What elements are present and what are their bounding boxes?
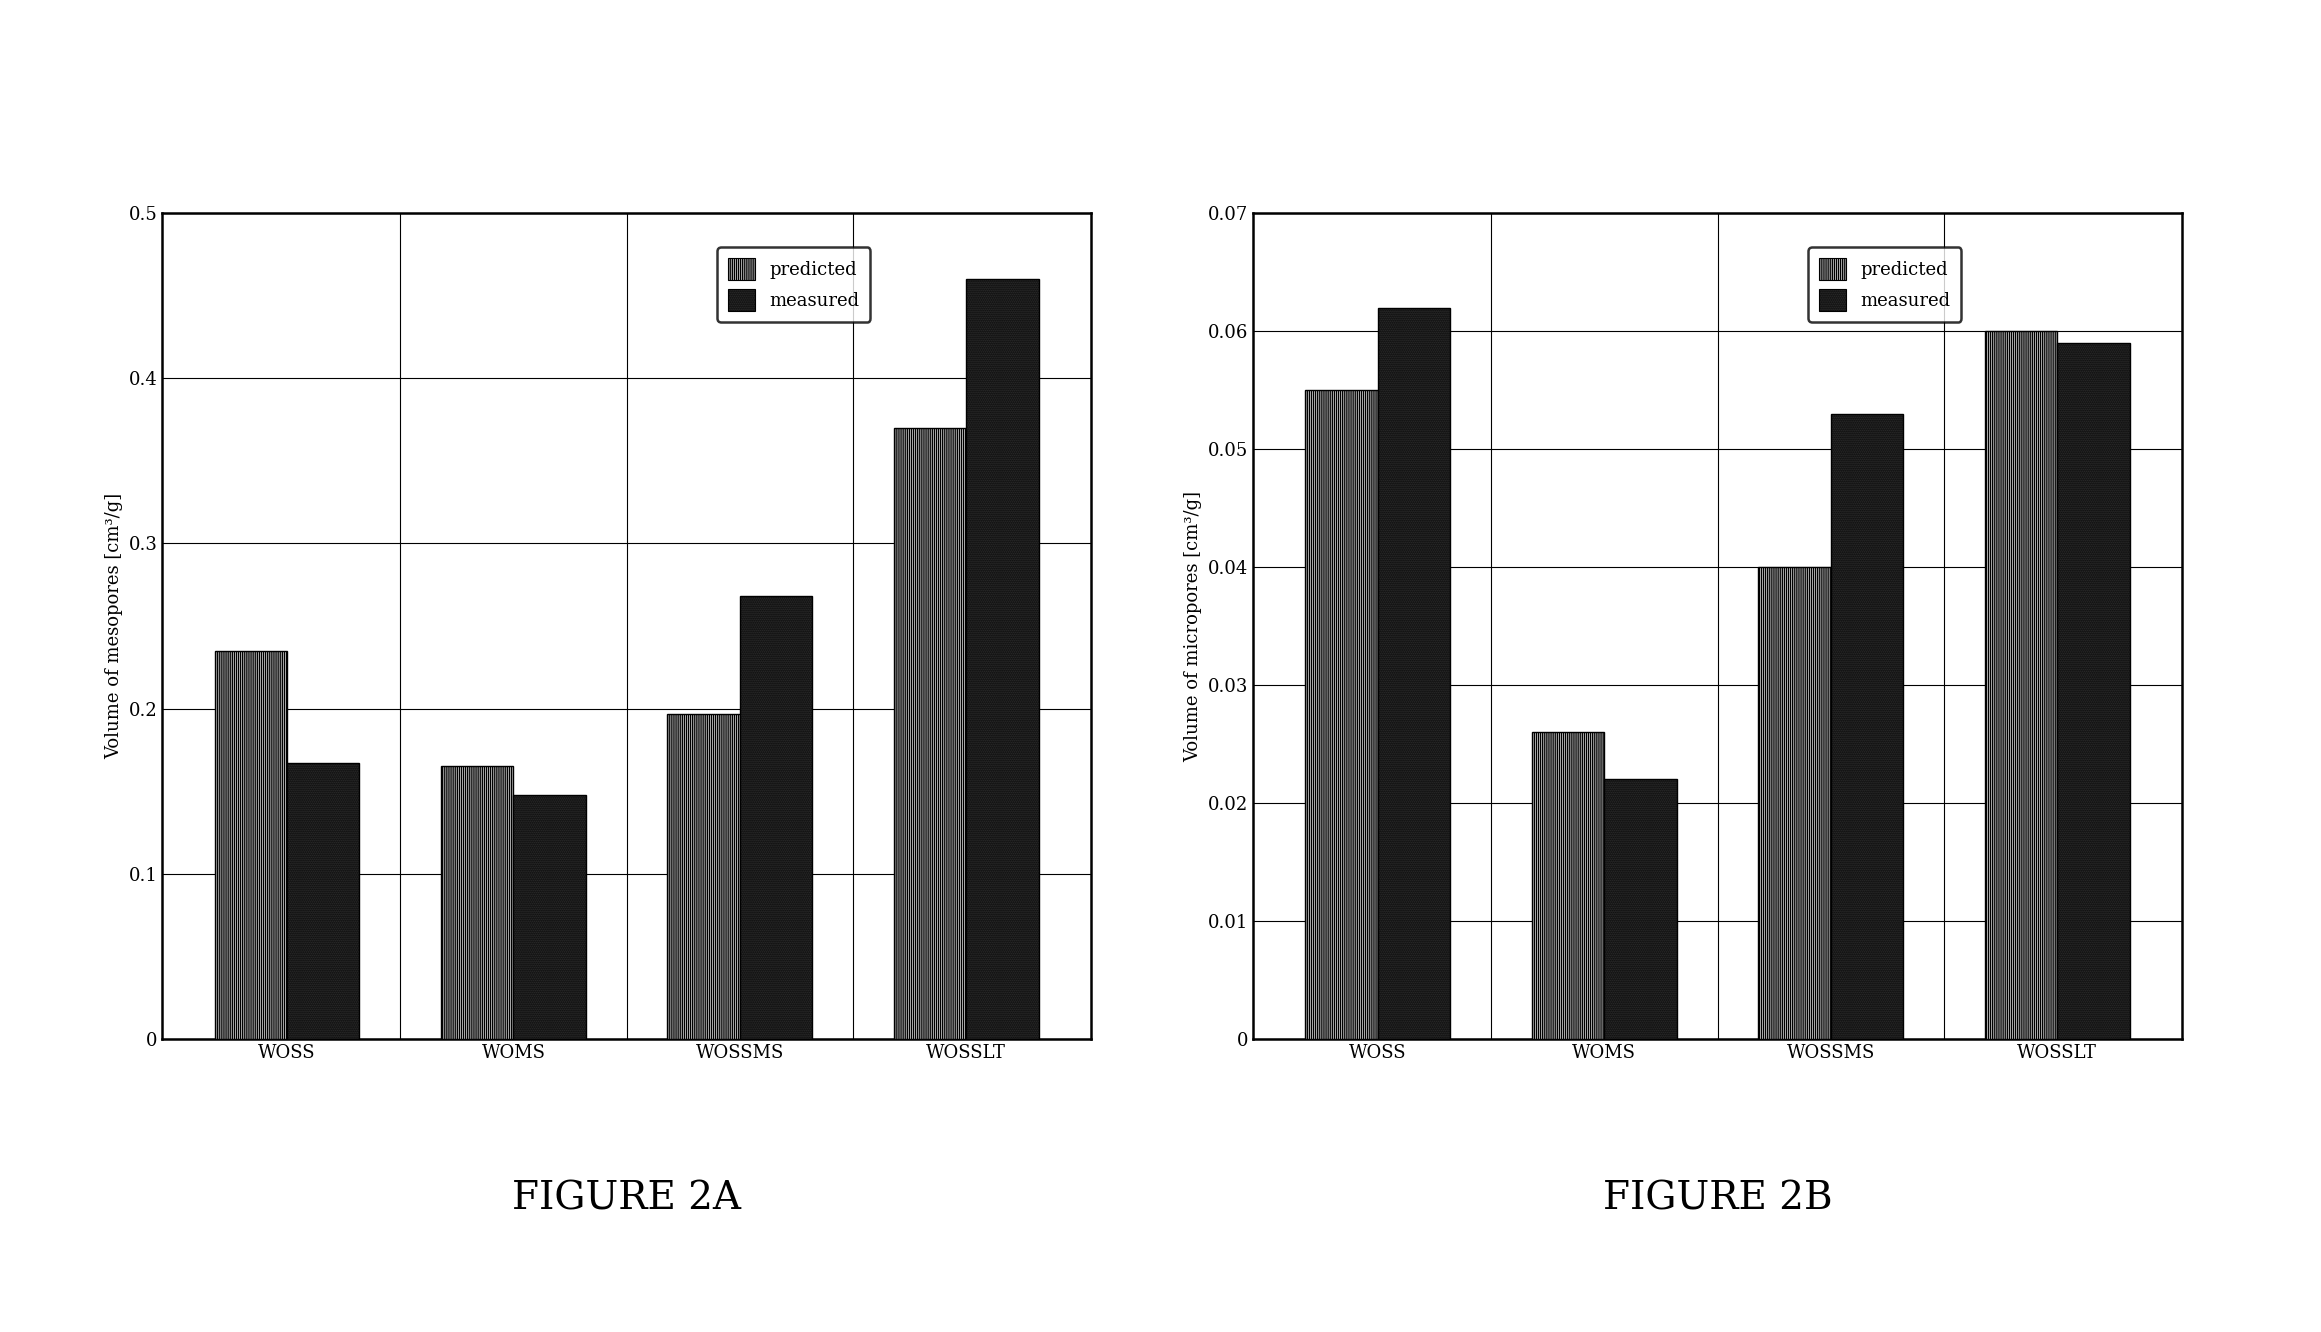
Bar [1984, 332, 2056, 1039]
Legend: predicted, measured: predicted, measured [717, 246, 870, 321]
Bar [2056, 342, 2131, 1039]
Bar [1604, 779, 1676, 1039]
Y-axis label: Volume of mesopores [cm³/g]: Volume of mesopores [cm³/g] [104, 493, 123, 759]
Bar [1379, 308, 1451, 1039]
Legend: predicted, measured: predicted, measured [1808, 246, 1961, 321]
Bar [966, 280, 1040, 1039]
Bar [1532, 733, 1604, 1039]
Bar [513, 794, 585, 1039]
Bar [288, 763, 360, 1039]
Y-axis label: Volume of micropores [cm³/g]: Volume of micropores [cm³/g] [1184, 490, 1202, 762]
Bar [668, 714, 740, 1039]
Bar [441, 766, 513, 1039]
Bar [1759, 567, 1831, 1039]
Text: FIGURE 2B: FIGURE 2B [1604, 1180, 1831, 1217]
Text: FIGURE 2A: FIGURE 2A [513, 1180, 740, 1217]
Bar [740, 597, 812, 1039]
Bar [894, 428, 966, 1039]
Bar [1831, 414, 1903, 1039]
Bar [1304, 390, 1379, 1039]
Bar [214, 651, 288, 1039]
